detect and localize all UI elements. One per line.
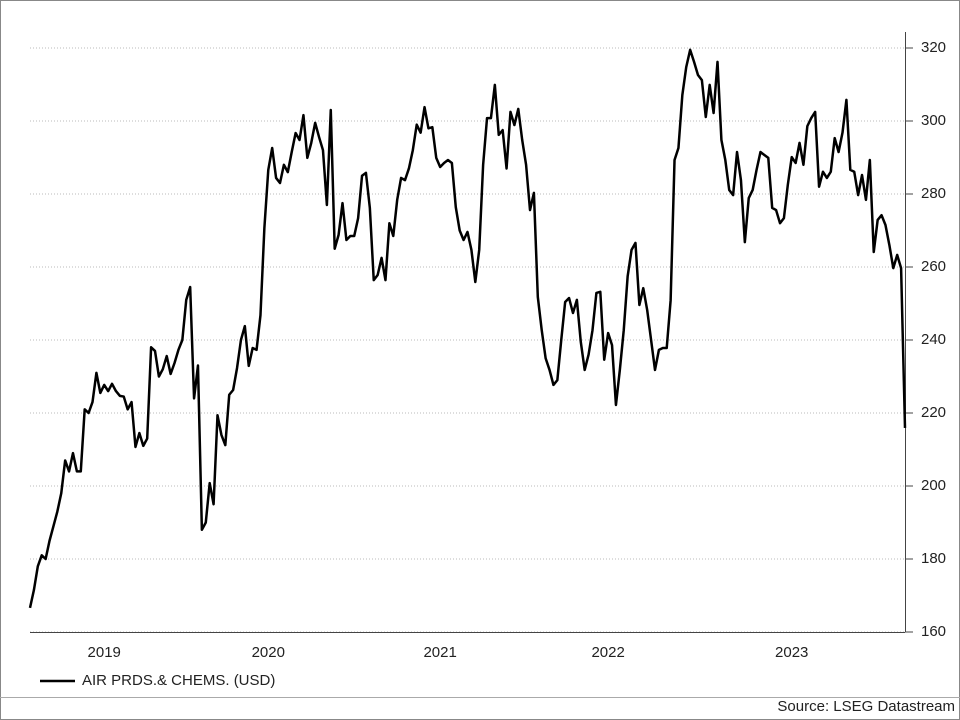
source: Source: LSEG Datastream (777, 698, 955, 715)
y-tick-label: 260 (921, 258, 946, 275)
y-tick-label: 160 (921, 623, 946, 640)
legend-label: AIR PRDS.& CHEMS. (USD) (82, 672, 275, 689)
x-tick-label: 2020 (252, 644, 285, 661)
x-tick-label: 2022 (591, 644, 624, 661)
y-tick-label: 180 (921, 550, 946, 567)
y-tick-label: 300 (921, 112, 946, 129)
x-tick-label: 2023 (775, 644, 808, 661)
series-line (28, 48, 907, 609)
x-tick-label: 2019 (88, 644, 121, 661)
y-tick-label: 320 (921, 39, 946, 56)
y-tick-label: 200 (921, 477, 946, 494)
x-tick-label: 2021 (423, 644, 456, 661)
y-tick-label: 280 (921, 185, 946, 202)
y-tick-label: 220 (921, 404, 946, 421)
y-tick-label: 240 (921, 331, 946, 348)
